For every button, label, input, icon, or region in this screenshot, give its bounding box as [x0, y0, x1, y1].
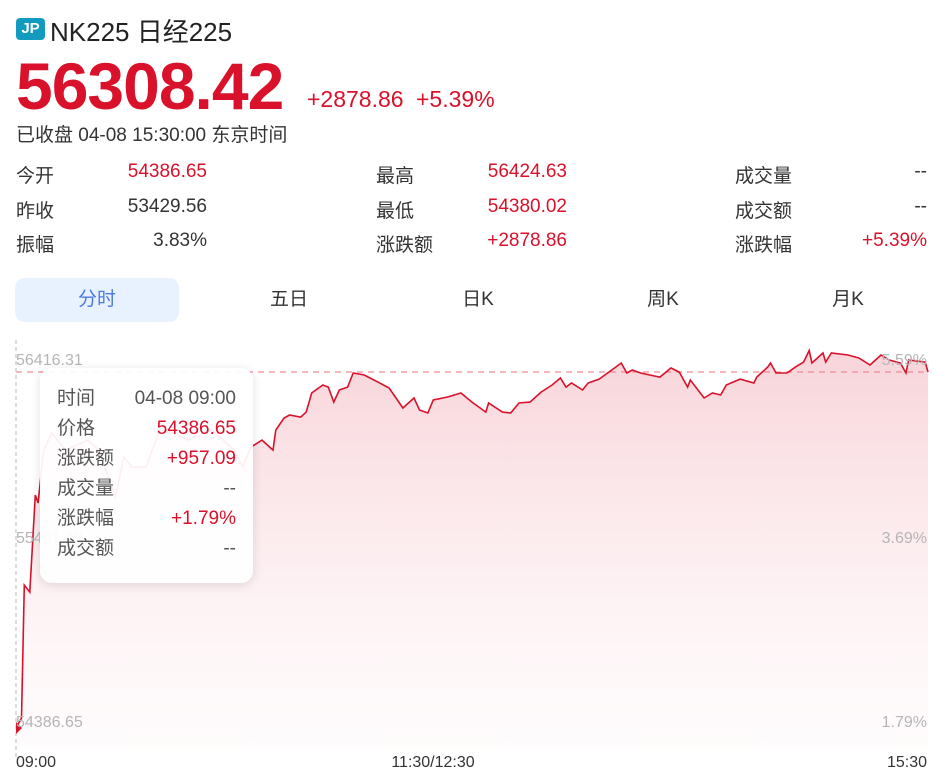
- tab-4[interactable]: 月K: [832, 289, 864, 310]
- tooltip-row: 成交量 --: [57, 474, 236, 504]
- stat-value: 54380.02: [487, 196, 567, 217]
- x-tick: 15:30: [887, 754, 927, 771]
- tooltip-label: 价格: [57, 418, 96, 439]
- stat-value: 53429.56: [127, 196, 207, 217]
- tooltip-row: 价格 54386.65: [57, 414, 236, 444]
- tooltip-label: 成交额: [57, 538, 115, 559]
- tab-2[interactable]: 日K: [462, 289, 494, 310]
- market-badge: JP: [16, 18, 45, 40]
- tooltip-label: 时间: [57, 388, 96, 409]
- stat-label: 振幅: [16, 235, 55, 256]
- stat-label: 最低: [376, 201, 415, 222]
- tooltip-value: 54386.65: [156, 418, 236, 439]
- stat-label: 涨跌幅: [735, 235, 793, 256]
- tab-0[interactable]: 分时: [15, 278, 179, 322]
- stat-label: 涨跌额: [376, 235, 434, 256]
- stat-label: 昨收: [16, 201, 55, 222]
- area-fill: [16, 350, 928, 748]
- tooltip-value: --: [223, 478, 236, 499]
- tab-3[interactable]: 周K: [647, 289, 679, 310]
- stat-value: +5.39%: [862, 230, 927, 251]
- market-status: 已收盘 04-08 15:30:00 东京时间: [16, 125, 288, 146]
- stat-value: --: [914, 196, 927, 217]
- y-tick-right: 3.69%: [882, 530, 927, 547]
- stat-value: 56424.63: [487, 161, 567, 182]
- y-tick-left: 56416.31: [16, 352, 83, 369]
- index-title: NK225 日经225: [50, 17, 233, 47]
- tooltip-row: 涨跌额 +957.09: [57, 444, 236, 474]
- price-change: +2878.86: [307, 86, 404, 112]
- crosshair-marker: [16, 722, 22, 734]
- tooltip-label: 涨跌额: [57, 448, 115, 469]
- tooltip-value: +1.79%: [171, 508, 236, 529]
- current-price: 56308.42: [16, 49, 284, 123]
- tooltip-row: 时间 04-08 09:00: [57, 384, 236, 414]
- tooltip-value: +957.09: [166, 448, 236, 469]
- stat-value: +2878.86: [487, 230, 567, 251]
- tooltip-row: 涨跌幅 +1.79%: [57, 504, 236, 534]
- stat-value: 54386.65: [127, 161, 207, 182]
- stat-label: 成交额: [735, 201, 793, 222]
- y-tick-left: 54386.65: [16, 714, 83, 731]
- tooltip-value: --: [223, 538, 236, 559]
- x-tick: 11:30/12:30: [391, 754, 474, 771]
- stat-value: 3.83%: [153, 230, 207, 251]
- price-change-percent: +5.39%: [416, 86, 495, 112]
- y-tick-right: 1.79%: [882, 714, 927, 731]
- y-tick-right: 5.59%: [882, 352, 927, 369]
- stat-value: --: [914, 161, 927, 182]
- stat-label: 成交量: [735, 166, 793, 187]
- tooltip-value: 04-08 09:00: [134, 388, 236, 409]
- tooltip-row: 成交额 --: [57, 534, 236, 564]
- stat-label: 最高: [376, 166, 415, 187]
- stat-label: 今开: [16, 166, 55, 187]
- chart-tooltip: 时间 04-08 09:00 价格 54386.65 涨跌额 +957.09 成交量 -- 涨跌…: [40, 368, 253, 583]
- tooltip-label: 成交量: [57, 478, 115, 499]
- tab-1[interactable]: 五日: [269, 289, 308, 310]
- tooltip-label: 涨跌幅: [57, 508, 115, 529]
- x-tick: 09:00: [16, 754, 56, 771]
